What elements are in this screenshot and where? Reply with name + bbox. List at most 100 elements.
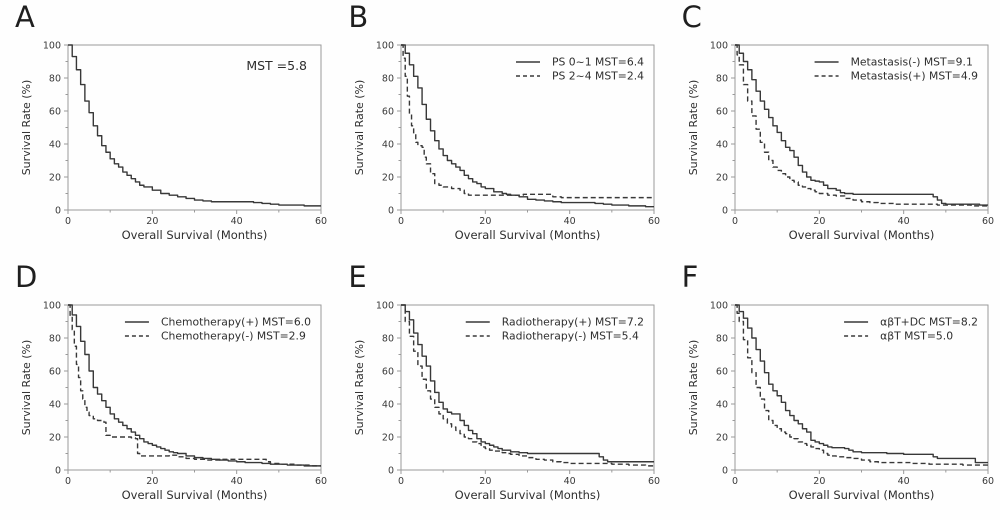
x-tick-label: 20	[813, 216, 825, 227]
kaplan-meier-panel: A 0 20 40 60 0 20 40 60 80 100 Overall Survival (M…	[0, 0, 333, 260]
y-tick-label: 80	[716, 333, 728, 344]
x-axis-label: Overall Survival (Months)	[122, 228, 268, 242]
survival-plot: 0 20 40 60 0 20 40 60 80 100 Overall Survival (Mon…	[687, 300, 994, 502]
y-tick-label: 80	[716, 73, 728, 84]
y-tick-label: 100	[376, 40, 394, 51]
survival-curve-solid	[401, 304, 655, 463]
x-tick-label: 0	[398, 216, 404, 227]
y-tick-label: 40	[382, 399, 394, 410]
survival-curve-dashed	[68, 304, 321, 467]
legend-label: Metastasis(+) MST=4.9	[850, 70, 978, 83]
legend-label: Metastasis(-) MST=9.1	[850, 56, 972, 69]
survival-curve-solid	[734, 304, 988, 464]
survival-curve-solid	[68, 304, 321, 467]
y-tick-label: 0	[722, 465, 728, 476]
survival-plot: 0 20 40 60 0 20 40 60 80 100 Overall Survival (Mon…	[353, 40, 660, 242]
x-tick-label: 40	[897, 216, 909, 227]
x-tick-label: 0	[65, 216, 71, 227]
panel-letter: F	[681, 260, 699, 294]
y-tick-label: 100	[43, 40, 61, 51]
y-axis-label: Survival Rate (%)	[20, 340, 33, 436]
survival-curve-dashed	[734, 304, 988, 466]
y-tick-label: 40	[49, 139, 61, 150]
x-tick-label: 40	[564, 216, 576, 227]
survival-plot: 0 20 40 60 0 20 40 60 80 100 Overall Survival (Mon…	[353, 300, 660, 502]
y-tick-label: 100	[710, 300, 728, 311]
x-tick-label: 0	[65, 476, 71, 487]
y-tick-label: 80	[382, 333, 394, 344]
x-tick-label: 20	[146, 216, 158, 227]
x-tick-label: 60	[315, 476, 327, 487]
y-tick-label: 80	[382, 73, 394, 84]
y-tick-label: 60	[382, 366, 394, 377]
legend-label: αβT+DC MST=8.2	[880, 316, 978, 329]
x-tick-label: 40	[564, 476, 576, 487]
y-tick-label: 100	[376, 300, 394, 311]
y-tick-label: 20	[382, 172, 394, 183]
x-tick-label: 60	[648, 476, 660, 487]
x-axis-label: Overall Survival (Months)	[122, 488, 268, 502]
x-tick-label: 20	[146, 476, 158, 487]
y-tick-label: 20	[382, 432, 394, 443]
y-tick-label: 60	[382, 106, 394, 117]
y-tick-label: 0	[388, 465, 394, 476]
legend-label: Radiotherapy(-) MST=5.4	[502, 330, 639, 343]
legend: PS 0~1 MST=6.4PS 2~4 MST=2.4	[516, 56, 644, 83]
panel-letter: D	[15, 260, 38, 294]
y-tick-label: 20	[49, 432, 61, 443]
y-tick-label: 0	[722, 205, 728, 216]
y-tick-label: 40	[49, 399, 61, 410]
y-axis-label: Survival Rate (%)	[687, 340, 700, 436]
y-tick-label: 60	[716, 106, 728, 117]
y-tick-label: 100	[710, 40, 728, 51]
legend-label: Chemotherapy(-) MST=2.9	[161, 330, 306, 343]
x-tick-label: 60	[982, 216, 994, 227]
legend-label: αβT MST=5.0	[880, 330, 953, 343]
survival-curve-dashed	[734, 44, 988, 207]
kaplan-meier-panel: B 0 20 40 60 0 20 40 60 80 100 Overall Survival (M…	[333, 0, 666, 260]
panel-letter: C	[681, 0, 702, 34]
y-tick-label: 0	[55, 465, 61, 476]
y-tick-label: 80	[49, 333, 61, 344]
x-tick-label: 20	[480, 476, 492, 487]
y-axis-label: Survival Rate (%)	[353, 80, 366, 176]
x-axis-label: Overall Survival (Months)	[455, 488, 601, 502]
survival-curve-dashed	[401, 44, 655, 199]
x-tick-label: 60	[648, 216, 660, 227]
panel-letter: A	[15, 0, 35, 34]
kaplan-meier-panel: E 0 20 40 60 0 20 40 60 80 100 Overall Survival (M…	[333, 260, 666, 520]
y-tick-label: 0	[55, 205, 61, 216]
y-axis-label: Survival Rate (%)	[353, 340, 366, 436]
legend-label: Chemotherapy(+) MST=6.0	[161, 316, 311, 329]
survival-curve-solid	[734, 44, 988, 206]
panel-letter: E	[348, 260, 367, 294]
x-tick-label: 60	[982, 476, 994, 487]
y-tick-label: 0	[388, 205, 394, 216]
y-tick-label: 20	[716, 432, 728, 443]
survival-plot: 0 20 40 60 0 20 40 60 80 100 Overall Survival (Mon…	[687, 40, 994, 242]
kaplan-meier-panel: C 0 20 40 60 0 20 40 60 80 100 Overall Survival (M…	[667, 0, 1000, 260]
survival-plot: 0 20 40 60 0 20 40 60 80 100 Overall Survival (Mon…	[20, 300, 327, 502]
y-tick-label: 40	[716, 139, 728, 150]
survival-plot: 0 20 40 60 0 20 40 60 80 100 Overall Survival (Mon…	[20, 40, 327, 242]
mst-annotation: MST =5.8	[246, 58, 307, 73]
y-tick-label: 100	[43, 300, 61, 311]
y-tick-label: 40	[716, 399, 728, 410]
x-tick-label: 0	[732, 476, 738, 487]
x-tick-label: 40	[897, 476, 909, 487]
legend-label: PS 2~4 MST=2.4	[552, 70, 644, 83]
y-axis-label: Survival Rate (%)	[20, 80, 33, 176]
y-tick-label: 40	[382, 139, 394, 150]
y-tick-label: 60	[716, 366, 728, 377]
survival-curve-solid	[401, 44, 655, 208]
y-tick-label: 20	[49, 172, 61, 183]
x-tick-label: 0	[732, 216, 738, 227]
x-axis-label: Overall Survival (Months)	[788, 228, 934, 242]
y-tick-label: 20	[716, 172, 728, 183]
x-tick-label: 20	[813, 476, 825, 487]
